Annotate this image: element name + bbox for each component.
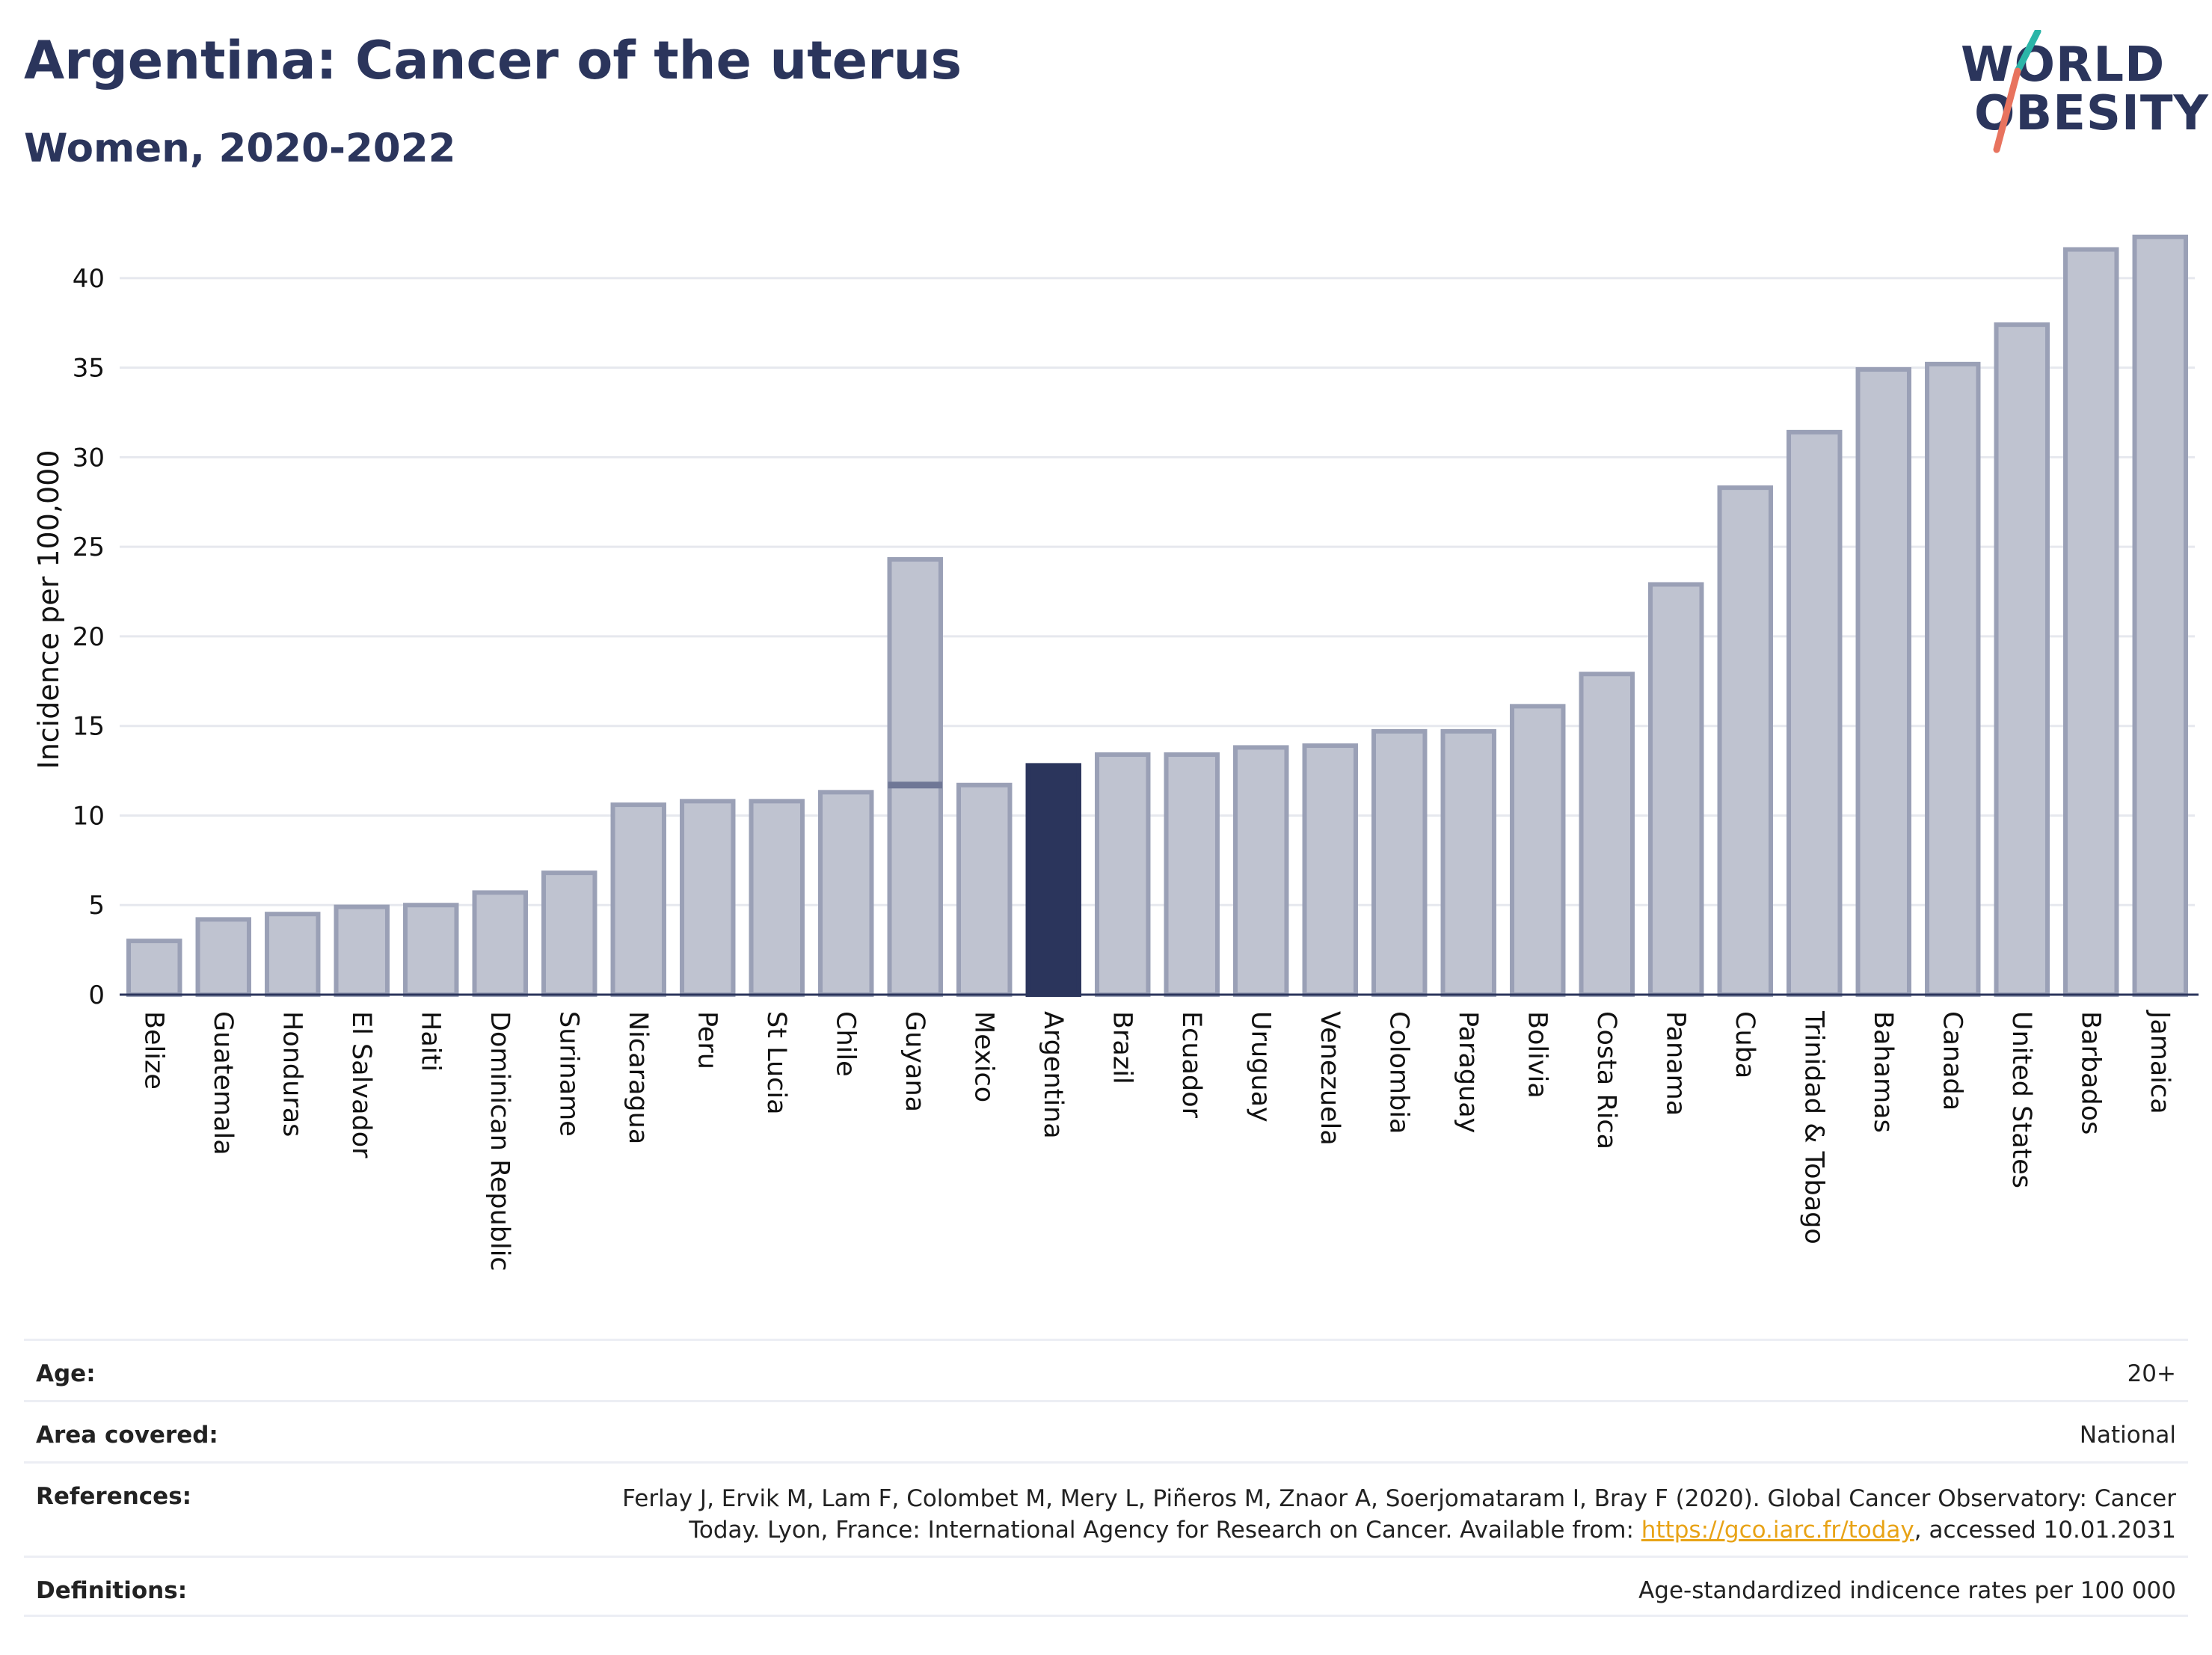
bar-bolivia — [1510, 704, 1566, 997]
bar-brazil — [1095, 752, 1151, 997]
bar-trinidad-tobago — [1787, 429, 1843, 997]
bar-cuba — [1717, 485, 1773, 997]
x-tick-label: Bolivia — [1522, 1011, 1552, 1099]
age-label: Age: — [36, 1360, 96, 1387]
bar-panama — [1648, 582, 1704, 997]
x-tick-label: Dominican Republic — [485, 1011, 514, 1271]
x-tick-label: Belize — [138, 1011, 168, 1090]
definitions-label: Definitions: — [36, 1577, 188, 1604]
y-tick-label: 30 — [73, 443, 105, 473]
y-tick-label: 25 — [73, 532, 105, 562]
bar-colombia — [1371, 728, 1428, 997]
bar-dominican-republic — [472, 890, 528, 997]
bar-chile — [818, 790, 874, 997]
metadata-table: Age: 20+ Area covered: National Referenc… — [24, 1339, 2188, 1617]
x-tick-label: Bahamas — [1868, 1011, 1898, 1133]
x-tick-label: Uruguay — [1245, 1011, 1275, 1123]
x-tick-label: Guatemala — [208, 1011, 238, 1155]
x-tick-label: Nicaragua — [623, 1011, 653, 1144]
logo-line-1: WORLD — [1961, 37, 2166, 93]
bar-mexico — [956, 782, 1013, 998]
bar-argentina — [1025, 763, 1081, 997]
x-tick-label: Trinidad & Tobago — [1798, 1010, 1828, 1244]
bar-jamaica — [2132, 234, 2188, 997]
x-tick-label: Venezuela — [1315, 1011, 1345, 1146]
x-tick-label: Jamaica — [2145, 1010, 2175, 1114]
bar-chart: 0 5 10 15 20 25 30 35 40 Incidence per 100,000 Bel… — [32, 234, 2199, 1271]
x-tick-label: Ecuador — [1176, 1011, 1206, 1119]
y-tick-label: 10 — [73, 801, 105, 831]
y-tick-label: 40 — [73, 264, 105, 294]
x-tick-label: Guyana — [900, 1011, 930, 1112]
bar-peru — [680, 799, 736, 997]
bar-suriname — [541, 871, 597, 997]
x-tick-label: Argentina — [1038, 1011, 1068, 1139]
bar-st-lucia — [749, 799, 805, 997]
x-tick-label: St Lucia — [761, 1011, 791, 1115]
bar-uruguay — [1233, 745, 1289, 997]
bar-ecuador — [1164, 752, 1220, 997]
meta-row-age: Age: 20+ — [24, 1339, 2188, 1400]
logo-slash-icon — [1993, 30, 2042, 153]
x-tick-label: Cuba — [1730, 1011, 1760, 1078]
bar-barbados — [2063, 247, 2119, 997]
bar-nicaragua — [610, 802, 666, 997]
references-accessed: , accessed 10.01.2031 — [1914, 1517, 2176, 1544]
bar-el-salvador — [334, 904, 390, 998]
y-tick-label: 35 — [73, 354, 105, 384]
bar-guyana — [887, 556, 943, 997]
y-tick-label: 20 — [73, 622, 105, 652]
bar-united-states — [1994, 322, 2050, 998]
bar-paraguay — [1440, 728, 1496, 997]
x-tick-label: Paraguay — [1453, 1011, 1483, 1133]
references-label: References: — [36, 1483, 192, 1510]
x-tick-label: Barbados — [2075, 1011, 2105, 1134]
y-tick-label: 5 — [88, 891, 105, 921]
area-value: National — [2079, 1422, 2176, 1449]
x-tick-label: Colombia — [1383, 1011, 1413, 1134]
bar-venezuela — [1302, 743, 1358, 997]
x-tick-label: Panama — [1660, 1011, 1690, 1116]
x-tick-label: Chile — [830, 1011, 860, 1077]
meta-row-references: References: Ferlay J, Ervik M, Lam F, Co… — [24, 1461, 2188, 1556]
x-tick-label: Peru — [692, 1011, 722, 1069]
y-axis-label: Incidence per 100,000 — [32, 449, 65, 769]
chart-subtitle: Women, 2020-2022 — [24, 126, 456, 171]
x-tick-label: Brazil — [1107, 1011, 1137, 1084]
x-tick-label: Canada — [1937, 1011, 1967, 1111]
x-tick-label: Suriname — [553, 1011, 583, 1137]
definitions-value: Age-standardized indicence rates per 100… — [1638, 1577, 2176, 1604]
references-value: Ferlay J, Ervik M, Lam F, Colombet M, Me… — [606, 1483, 2176, 1546]
bar-guatemala — [195, 917, 251, 997]
bar-haiti — [403, 903, 459, 997]
x-tick-label: Haiti — [415, 1011, 445, 1072]
x-tick-label: Costa Rica — [1591, 1011, 1621, 1149]
area-label: Area covered: — [36, 1422, 218, 1449]
bar-bahamas — [1855, 367, 1911, 997]
y-tick-label: 0 — [88, 980, 105, 1010]
references-text: Ferlay J, Ervik M, Lam F, Colombet M, Me… — [622, 1485, 2176, 1544]
age-value: 20+ — [2127, 1360, 2176, 1387]
x-tick-label: Mexico — [968, 1011, 998, 1102]
x-tick-label: Honduras — [277, 1011, 307, 1137]
references-link[interactable]: https://gco.iarc.fr/today — [1641, 1517, 1914, 1544]
y-tick-label: 15 — [73, 712, 105, 742]
chart-title: Argentina: Cancer of the uterus — [24, 30, 962, 91]
x-tick-label: El Salvador — [346, 1011, 376, 1158]
bar-costa-rica — [1579, 672, 1635, 997]
x-tick-label: United States — [2006, 1011, 2036, 1188]
bar-canada — [1925, 361, 1981, 997]
bar-belize — [126, 939, 182, 997]
world-obesity-logo: WORLD OBESITY — [1944, 30, 2208, 165]
meta-row-definitions: Definitions: Age-standardized indicence … — [24, 1556, 2188, 1617]
meta-row-area: Area covered: National — [24, 1400, 2188, 1461]
bar-honduras — [265, 912, 321, 997]
